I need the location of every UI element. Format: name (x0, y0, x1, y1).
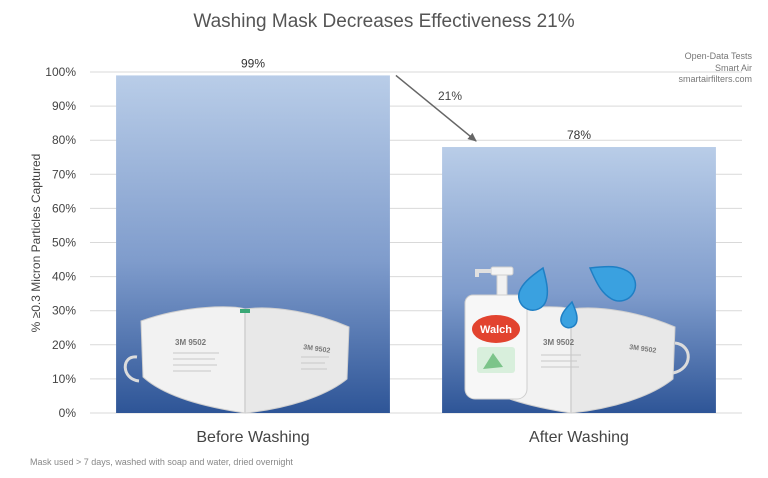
decrease-label: 21% (438, 89, 462, 103)
y-tick-label: 100% (45, 65, 76, 79)
decrease-arrow (395, 74, 477, 142)
footnote: Mask used > 7 days, washed with soap and… (30, 457, 293, 467)
soap-brand: Walch (480, 324, 512, 336)
chart-title: Washing Mask Decreases Effectiveness 21% (193, 11, 575, 32)
y-tick-label: 60% (52, 201, 76, 215)
y-tick-label: 80% (52, 133, 76, 147)
x-axis: Before Washing After Washing (196, 429, 629, 446)
source-line: Smart Air (714, 62, 752, 73)
source-credit: Open-Data Tests Smart Air smartairfilter… (678, 51, 752, 86)
mask-illustration: 3M 9502 3M 9502 (123, 306, 350, 414)
y-axis: 0% 10% 20% 30% 40% 50% 60% 70% 80% 90% 100% (45, 65, 76, 420)
y-tick-label: 50% (52, 236, 76, 250)
water-drops-icon (518, 265, 637, 329)
soap-bottle-icon: Walch (464, 266, 528, 400)
y-tick-label: 70% (52, 167, 76, 181)
source-line: Open-Data Tests (684, 51, 752, 61)
y-tick-label: 0% (59, 406, 77, 420)
data-label: 99% (241, 56, 265, 70)
data-labels: 99% 78% (241, 56, 591, 142)
mask-print-left: 3M 9502 (543, 338, 575, 347)
y-tick-label: 40% (52, 270, 76, 284)
mask-print-left: 3M 9502 (175, 338, 207, 347)
y-tick-label: 10% (52, 372, 76, 386)
change-annotation: 21% (395, 74, 477, 142)
mask-print-right: 3M 9502 (303, 344, 331, 355)
x-tick-label: After Washing (529, 429, 629, 446)
data-label: 78% (567, 128, 591, 142)
x-tick-label: Before Washing (196, 429, 309, 446)
y-tick-label: 20% (52, 338, 76, 352)
y-tick-label: 90% (52, 99, 76, 113)
source-line: smartairfilters.com (678, 74, 752, 84)
mask-print-right: 3M 9502 (629, 344, 657, 355)
y-tick-label: 30% (52, 304, 76, 318)
